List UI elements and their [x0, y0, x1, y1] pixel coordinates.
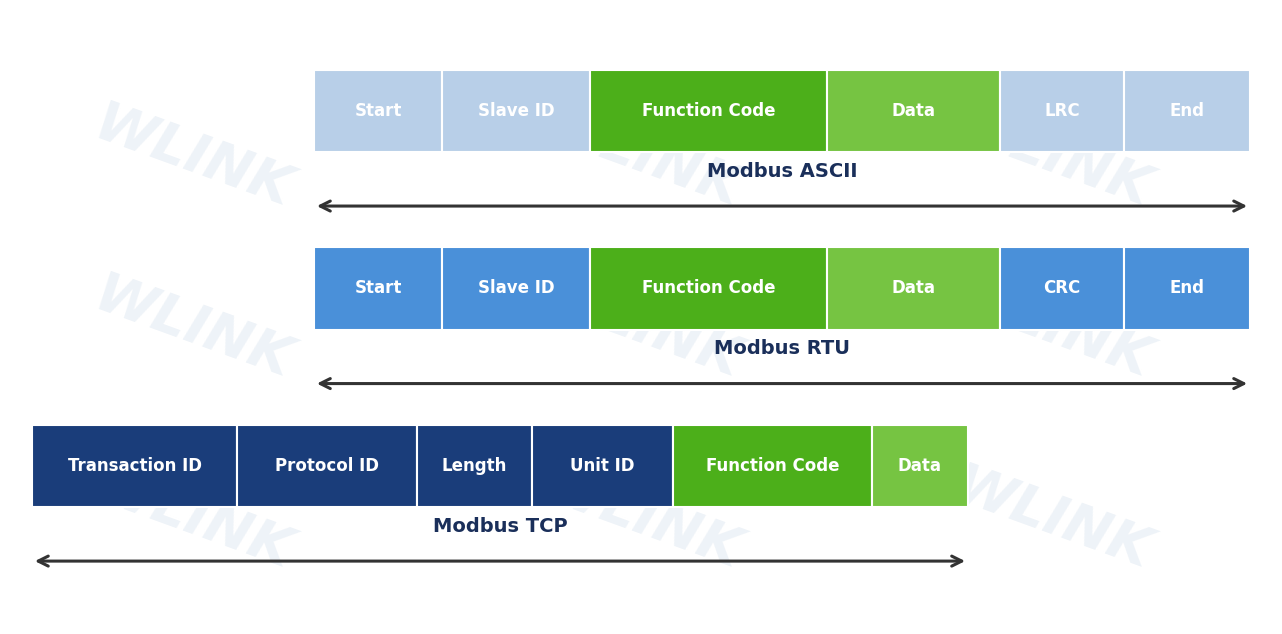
- FancyBboxPatch shape: [314, 247, 442, 330]
- FancyBboxPatch shape: [442, 247, 590, 330]
- Text: Modbus ASCII: Modbus ASCII: [706, 162, 858, 181]
- FancyBboxPatch shape: [1000, 247, 1124, 330]
- FancyBboxPatch shape: [1124, 70, 1250, 152]
- FancyBboxPatch shape: [532, 425, 673, 507]
- Text: Function Code: Function Code: [641, 102, 776, 120]
- Text: Data: Data: [897, 457, 942, 475]
- Text: LRC: LRC: [1045, 102, 1079, 120]
- Text: Slave ID: Slave ID: [478, 102, 554, 120]
- Text: Modbus RTU: Modbus RTU: [714, 339, 850, 358]
- Text: WLINK: WLINK: [535, 269, 747, 391]
- Text: Function Code: Function Code: [641, 280, 776, 297]
- FancyBboxPatch shape: [417, 425, 532, 507]
- Text: Function Code: Function Code: [705, 457, 840, 475]
- FancyBboxPatch shape: [673, 425, 872, 507]
- Text: WLINK: WLINK: [945, 269, 1158, 391]
- Text: Transaction ID: Transaction ID: [68, 457, 201, 475]
- Text: Data: Data: [891, 102, 936, 120]
- Text: End: End: [1169, 280, 1205, 297]
- Text: WLINK: WLINK: [86, 459, 299, 581]
- FancyBboxPatch shape: [237, 425, 417, 507]
- Text: Slave ID: Slave ID: [478, 280, 554, 297]
- Text: WLINK: WLINK: [86, 269, 299, 391]
- Text: End: End: [1169, 102, 1205, 120]
- FancyBboxPatch shape: [590, 247, 827, 330]
- Text: WLINK: WLINK: [945, 98, 1158, 219]
- FancyBboxPatch shape: [1000, 70, 1124, 152]
- Text: Start: Start: [355, 280, 401, 297]
- FancyBboxPatch shape: [590, 70, 827, 152]
- FancyBboxPatch shape: [872, 425, 968, 507]
- FancyBboxPatch shape: [1124, 247, 1250, 330]
- FancyBboxPatch shape: [827, 70, 1000, 152]
- FancyBboxPatch shape: [314, 70, 442, 152]
- Text: WLINK: WLINK: [945, 459, 1158, 581]
- Text: Modbus TCP: Modbus TCP: [432, 517, 568, 536]
- Text: Protocol ID: Protocol ID: [274, 457, 379, 475]
- Text: WLINK: WLINK: [86, 98, 299, 219]
- Text: Data: Data: [891, 280, 936, 297]
- FancyBboxPatch shape: [32, 425, 237, 507]
- FancyBboxPatch shape: [827, 247, 1000, 330]
- Text: WLINK: WLINK: [535, 98, 747, 219]
- Text: Length: Length: [442, 457, 506, 475]
- Text: CRC: CRC: [1044, 280, 1081, 297]
- Text: Unit ID: Unit ID: [570, 457, 635, 475]
- FancyBboxPatch shape: [442, 70, 590, 152]
- Text: WLINK: WLINK: [535, 459, 747, 581]
- Text: Start: Start: [355, 102, 401, 120]
